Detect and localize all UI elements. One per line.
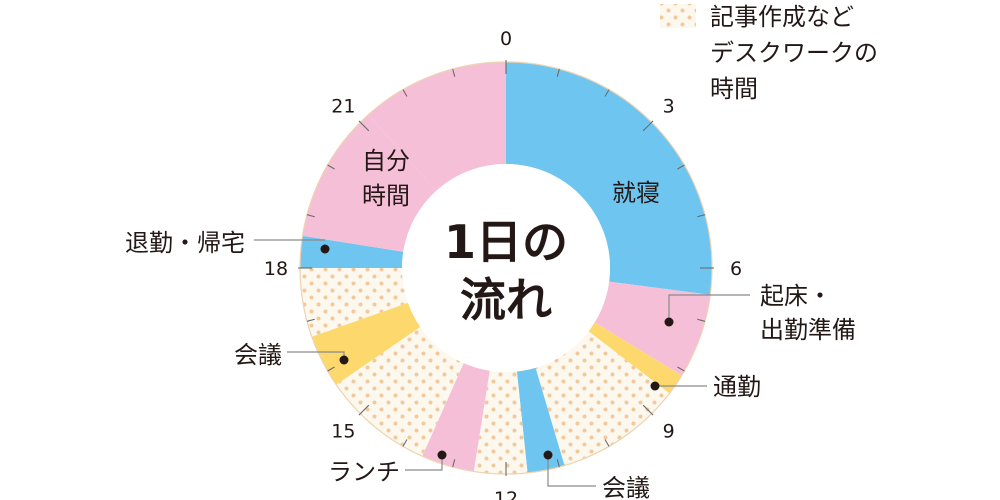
marker-dot-meeting-morning [543, 450, 553, 460]
annotation-label-commute: 通勤 [713, 373, 761, 401]
hour-tick-7 [697, 318, 706, 322]
marker-dot-leave-work [320, 244, 330, 254]
donut-segment-4 [535, 331, 670, 466]
annotation-meeting-afternoon: 会議 [234, 341, 349, 369]
hour-tick-4 [677, 164, 685, 170]
leader-line-meeting-morning [547, 455, 596, 487]
segment-label-free-time: 自分 時間 [362, 147, 410, 210]
hour-tick-22 [402, 89, 408, 97]
hour-ticks [298, 60, 714, 476]
donut-segment-9 [311, 302, 421, 385]
annotation-commute: 通勤 [650, 373, 761, 401]
hour-tick-labels: 0 3 6 9 12 15 18 21 [264, 28, 742, 500]
hour-tick-label-15: 15 [331, 421, 355, 443]
annotation-label-lunch: ランチ [328, 458, 400, 486]
segment-label-free-time-line-2: 時間 [362, 182, 410, 210]
donut-segment-12 [302, 114, 437, 252]
donut-segment-3 [588, 322, 682, 394]
hour-tick-9 [642, 404, 654, 416]
hour-tick-11 [556, 459, 560, 468]
annotation-wake-prepare: 起床・ 出勤準備 [664, 282, 856, 344]
hour-tick-20 [327, 164, 335, 170]
marker-dot-commute [650, 381, 660, 391]
hour-tick-19 [306, 214, 315, 218]
center-title-line-2: 流れ [460, 273, 552, 327]
donut-segment-2 [594, 281, 711, 376]
segment-label-sleep: 就寝 [612, 179, 660, 207]
hour-tick-label-18: 18 [264, 258, 288, 280]
hour-tick-14 [402, 439, 408, 447]
hour-tick-label-12: 12 [494, 488, 518, 500]
donut-center [402, 164, 610, 372]
hour-tick-15 [358, 404, 370, 416]
donut-segment-1 [506, 62, 713, 295]
annotation-label-leave-work: 退勤・帰宅 [125, 229, 245, 257]
donut-segment-6 [473, 370, 528, 475]
donut-segment-0 [368, 62, 506, 191]
annotation-lunch: ランチ [328, 450, 447, 486]
annotation-meeting-morning: 会議 [543, 450, 650, 500]
annotation-label-wake-prepare-line-1: 起床・ [760, 282, 832, 310]
center-title: 1日の 流れ [444, 215, 568, 327]
hour-tick-8 [677, 366, 685, 372]
donut-segments [299, 61, 713, 475]
hour-tick-label-9: 9 [663, 421, 675, 443]
hour-tick-3 [642, 120, 654, 132]
hour-tick-label-6: 6 [730, 258, 742, 280]
hour-tick-10 [604, 439, 610, 447]
legend-label-line-3: 時間 [710, 75, 758, 103]
legend-swatch-desk-work [660, 4, 696, 28]
annotation-label-meeting-afternoon: 会議 [234, 341, 282, 369]
segment-label-free-time-line-1: 自分 [362, 147, 410, 175]
hour-tick-23 [452, 68, 456, 77]
segment-label-sleep-text: 就寝 [612, 179, 660, 207]
marker-dot-meeting-afternoon [339, 355, 349, 365]
donut-segment-10 [300, 268, 408, 337]
legend-label-line-2: デスクワークの [710, 39, 878, 67]
donut-segment-11 [300, 235, 404, 268]
marker-dot-wake-prepare [664, 317, 674, 327]
leader-line-wake-prepare [668, 294, 750, 322]
hour-tick-label-21: 21 [331, 95, 355, 117]
hour-tick-17 [306, 318, 315, 322]
annotation-label-wake-prepare-line-2: 出勤準備 [760, 316, 856, 344]
annotations: 退勤・帰宅 会議 ランチ 会議 通勤 起床・ 出勤準備 [125, 229, 856, 500]
donut-segment-7 [422, 363, 490, 472]
hour-tick-21 [358, 120, 370, 132]
hour-tick-1 [556, 68, 560, 77]
hour-tick-13 [452, 459, 456, 468]
marker-dot-lunch [437, 450, 447, 460]
hour-tick-5 [697, 214, 706, 218]
hour-tick-2 [604, 89, 610, 97]
legend-label-line-1: 記事作成など [710, 3, 854, 31]
legend: 記事作成など デスクワークの 時間 [660, 3, 878, 103]
hour-tick-label-3: 3 [663, 95, 675, 117]
donut-segment-8 [336, 326, 464, 457]
donut-segment-5 [516, 367, 565, 473]
annotation-label-meeting-morning: 会議 [602, 474, 650, 500]
hour-tick-label-0: 0 [500, 28, 512, 50]
leader-line-lunch [405, 455, 443, 471]
hour-tick-16 [327, 366, 335, 372]
center-title-line-1: 1日の [444, 215, 568, 269]
annotation-leave-work: 退勤・帰宅 [125, 229, 330, 257]
